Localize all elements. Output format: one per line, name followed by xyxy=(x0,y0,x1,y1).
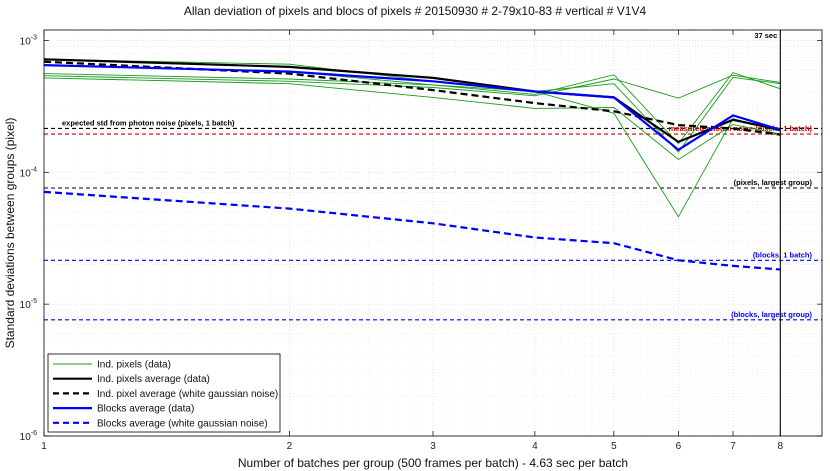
legend: Ind. pixels (data) Ind. pixels average (d… xyxy=(47,353,281,433)
series-line xyxy=(43,60,781,136)
reference-line-label: (blocks, 1 batch) xyxy=(753,250,813,259)
series-line xyxy=(43,64,781,151)
reference-lines: expected std from photon noise (pixels, … xyxy=(44,118,822,321)
individual-pixel-line xyxy=(43,58,781,153)
individual-pixel-line xyxy=(43,72,781,145)
reference-line-label: expected std from photon noise (pixels, … xyxy=(62,118,235,127)
y-tick-label: 10-3 xyxy=(20,34,37,47)
series-lines xyxy=(43,58,781,271)
legend-label: Blocks average (white gaussian noise) xyxy=(97,418,268,429)
x-tick-label: 4 xyxy=(532,441,538,452)
axis-ticks: 1 2 3 4 5 6 7 8 10-6 10-5 10-4 10-3 xyxy=(20,30,822,452)
vertical-marker-label: 37 sec xyxy=(754,31,777,40)
x-tick-label: 2 xyxy=(287,441,293,452)
x-tick-label: 6 xyxy=(676,441,682,452)
legend-label: Ind. pixel average (white gaussian noise… xyxy=(97,389,278,400)
x-tick-label: 8 xyxy=(778,441,784,452)
x-tick-label: 5 xyxy=(611,441,617,452)
y-axis-label: Standard deviations between groups (pixe… xyxy=(3,118,17,349)
reference-line-label: (pixels, largest group) xyxy=(734,178,813,187)
x-tick-label: 7 xyxy=(730,441,736,452)
x-tick-label: 1 xyxy=(41,441,47,452)
x-tick-label: 3 xyxy=(430,441,436,452)
reference-line-label: measured photon noise (pixels, 1 batch) xyxy=(669,124,813,133)
legend-label: Blocks average (data) xyxy=(97,404,194,415)
reference-line-label: (blocks, largest group) xyxy=(731,310,812,319)
chart-title: Allan deviation of pixels and blocs of p… xyxy=(184,4,647,18)
vertical-marker: 37 sec xyxy=(754,30,781,436)
y-tick-label: 10-4 xyxy=(20,166,37,179)
series-line xyxy=(43,190,781,271)
legend-label: Ind. pixels (data) xyxy=(97,360,171,371)
y-tick-label: 10-6 xyxy=(20,430,37,443)
x-axis-label: Number of batches per group (500 frames … xyxy=(238,456,628,470)
legend-label: Ind. pixels average (data) xyxy=(97,374,210,385)
y-tick-label: 10-5 xyxy=(20,298,37,311)
